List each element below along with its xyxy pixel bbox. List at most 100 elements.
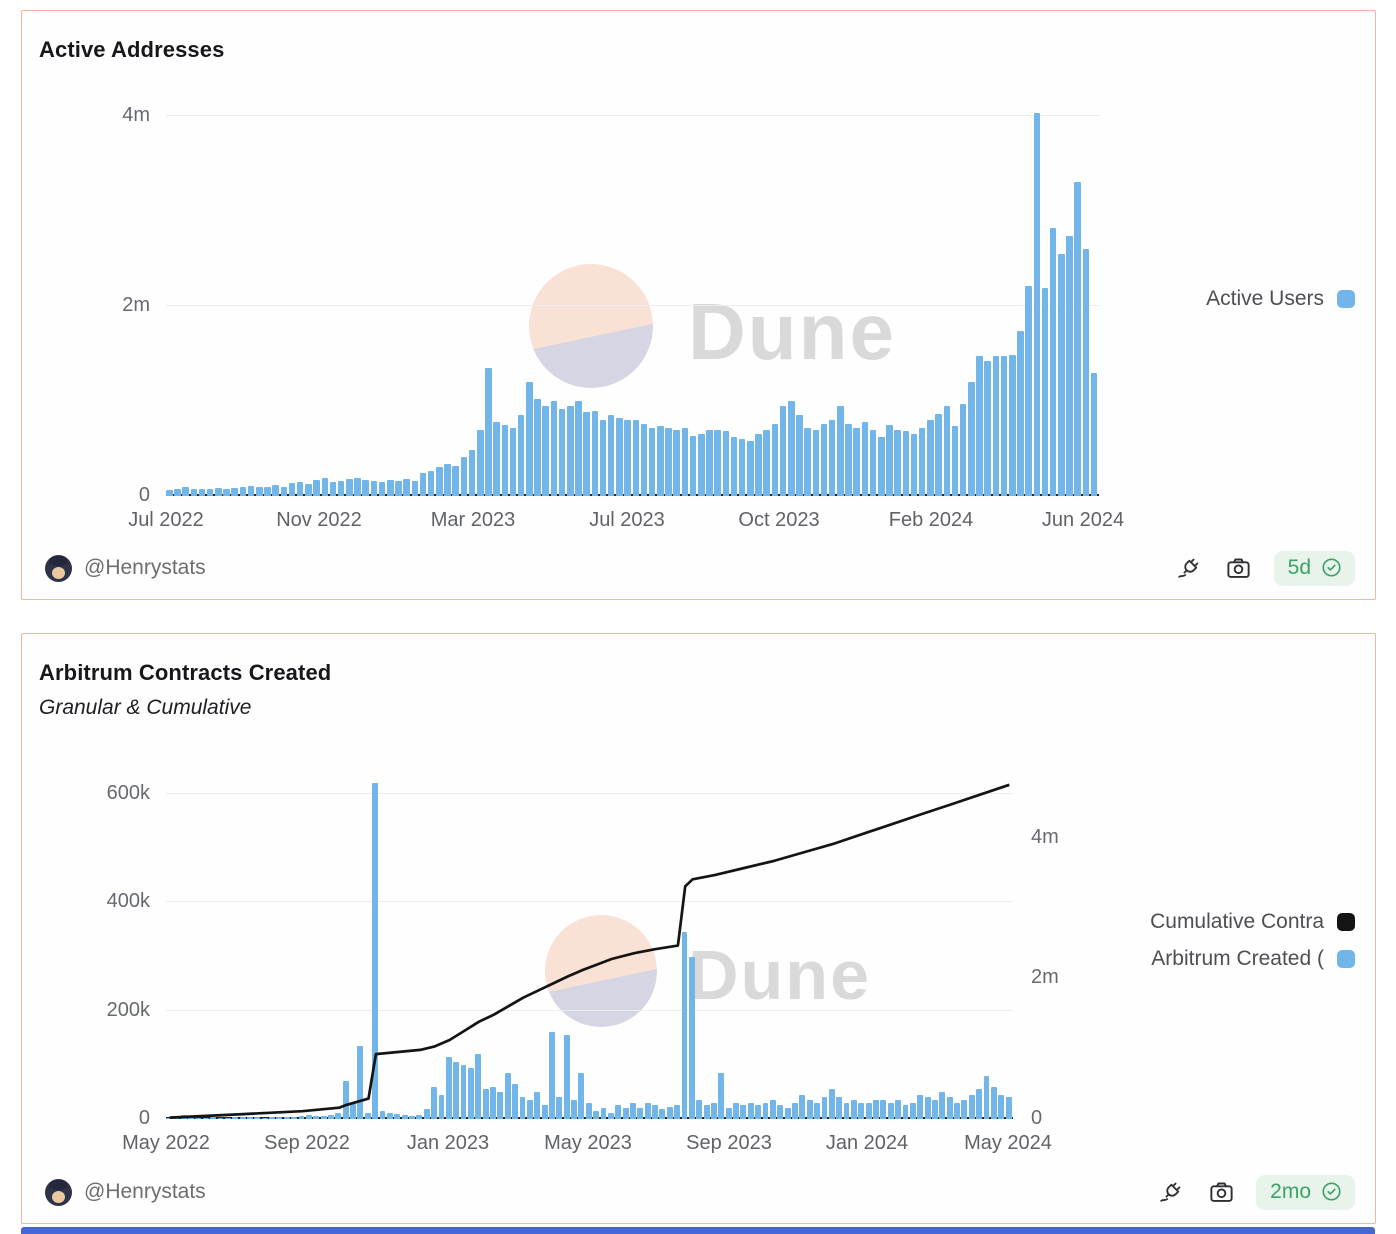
bar	[755, 434, 762, 496]
bar	[534, 399, 541, 496]
bar	[223, 489, 230, 496]
bar	[615, 1105, 622, 1119]
bar	[364, 1112, 371, 1119]
bar	[362, 479, 369, 496]
bar	[599, 420, 607, 496]
bar	[1074, 181, 1081, 496]
bar	[812, 429, 820, 496]
bar	[188, 1117, 194, 1119]
bar	[821, 1097, 828, 1119]
bar	[403, 478, 410, 496]
bar	[298, 1116, 305, 1119]
bar	[1082, 249, 1090, 496]
bar	[887, 1102, 894, 1119]
chart-title: Active Addresses	[39, 37, 225, 62]
arbitrum-contracts-plot[interactable]: 0 200k 400k 600k 0 2m 4m May 2022 Sep 2022 Jan 20…	[107, 774, 1059, 1154]
bar	[733, 1102, 739, 1119]
bar	[269, 1117, 275, 1119]
bar	[571, 1100, 577, 1119]
bar	[313, 1115, 320, 1119]
legend-swatch-blue	[1337, 290, 1355, 308]
y-tick-label: 200k	[106, 998, 150, 1021]
bar	[328, 1114, 334, 1119]
refresh-age-badge[interactable]: 5d	[1273, 550, 1355, 586]
bar	[467, 1067, 474, 1119]
bar	[961, 1100, 968, 1119]
verified-seal-icon	[1322, 1182, 1341, 1201]
bar	[512, 1083, 519, 1119]
bar	[217, 1117, 224, 1119]
bar	[880, 1100, 887, 1119]
bar	[195, 1117, 202, 1119]
bar	[600, 1108, 607, 1119]
bar	[918, 427, 926, 496]
bar	[607, 415, 615, 496]
bar	[291, 1117, 298, 1119]
bar	[954, 1102, 960, 1119]
bar	[354, 477, 361, 496]
bar	[814, 1102, 821, 1119]
bar	[968, 1094, 975, 1119]
bar	[659, 1109, 666, 1119]
bar	[519, 1097, 526, 1119]
author-link[interactable]: @Henrystats	[84, 556, 206, 579]
bar	[357, 1045, 364, 1119]
right-y-tick-label: 2m	[1031, 966, 1059, 988]
bar	[931, 1100, 938, 1119]
plug-icon[interactable]	[1156, 1177, 1186, 1207]
bar	[593, 1110, 600, 1119]
bar	[401, 1114, 408, 1119]
legend: Active Users	[1206, 287, 1355, 311]
bar	[769, 1100, 776, 1119]
bar	[468, 450, 476, 496]
legend-item-active-users[interactable]: Active Users	[1206, 287, 1355, 311]
gridline	[166, 115, 1099, 116]
camera-icon[interactable]	[1224, 553, 1254, 583]
bar	[556, 1097, 563, 1119]
bar	[416, 1114, 423, 1119]
bar	[239, 1117, 246, 1119]
bar	[372, 783, 379, 1119]
bar	[166, 1117, 172, 1119]
bar	[725, 1108, 732, 1119]
bar	[845, 423, 852, 496]
bar	[788, 401, 795, 496]
footer-icons: 2mo	[1156, 1174, 1355, 1210]
bar	[777, 1105, 784, 1119]
author-link[interactable]: @Henrystats	[84, 1180, 206, 1203]
bar	[517, 415, 525, 496]
bar	[256, 487, 263, 496]
x-tick-label: Oct 2023	[738, 509, 820, 531]
bar	[550, 401, 558, 496]
refresh-age-badge[interactable]: 2mo	[1256, 1174, 1355, 1210]
active-addresses-plot[interactable]: 0 2m 4m Jul 2022 Nov 2022 Mar 2023 Jul 2023 Oct…	[122, 104, 1124, 531]
bar	[806, 1100, 813, 1119]
avatar[interactable]	[45, 1178, 72, 1206]
bar	[784, 1108, 791, 1119]
x-tick-label: Jan 2023	[406, 1132, 490, 1154]
bar	[261, 1117, 268, 1119]
bar	[247, 1116, 253, 1119]
avatar[interactable]	[45, 554, 72, 582]
bar	[804, 427, 811, 496]
legend-item-cumulative-contracts[interactable]: Cumulative Contra	[1150, 910, 1355, 934]
bar	[878, 437, 885, 496]
bar	[438, 1094, 445, 1119]
bar	[771, 423, 779, 496]
camera-icon[interactable]	[1206, 1177, 1236, 1207]
bar	[644, 1102, 651, 1119]
bar	[321, 477, 329, 496]
bar	[624, 420, 631, 496]
bar	[1066, 235, 1073, 496]
bar	[792, 1102, 798, 1119]
bar	[320, 1116, 327, 1119]
plug-icon[interactable]	[1174, 553, 1204, 583]
legend-item-arbitrum-created[interactable]: Arbitrum Created (	[1150, 947, 1355, 971]
bar	[738, 439, 746, 496]
bar	[202, 1117, 209, 1119]
bar	[174, 489, 181, 496]
x-tick-label: Sep 2022	[264, 1132, 350, 1154]
bar	[665, 427, 672, 496]
chart-subtitle: Granular & Cumulative	[39, 696, 252, 719]
bar	[423, 1109, 430, 1119]
